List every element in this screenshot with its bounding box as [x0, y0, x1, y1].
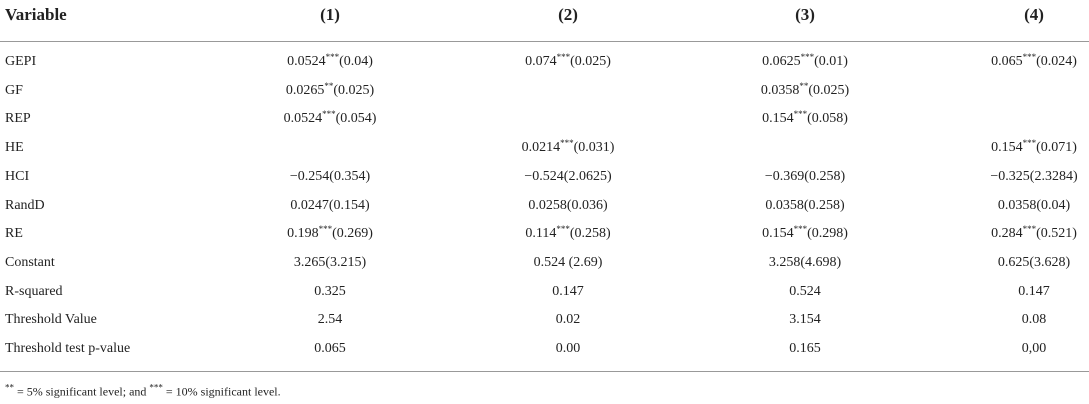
row-label: GEPI — [5, 54, 37, 69]
table-cell: 0,00 — [1021, 341, 1047, 356]
header-cell: (4) — [1024, 5, 1044, 24]
table-cell: 0.154***(0.071) — [991, 138, 1077, 156]
table-cell: 0.0524***(0.04) — [287, 52, 373, 70]
row-label: RandD — [5, 197, 45, 213]
table-cell: 0.147 — [552, 283, 584, 299]
table-cell: 0.0247(0.154) — [290, 197, 370, 213]
table-cell: 0.198***(0.269) — [287, 224, 373, 242]
header-rule — [0, 41, 1089, 42]
row-label: GF — [5, 82, 23, 98]
table-cell: 0.0214***(0.031) — [521, 138, 615, 156]
table-cell: 0.114***(0.258) — [525, 224, 611, 242]
table-cell: 0.065 — [314, 341, 346, 356]
table-cell: 0.0265**(0.025) — [285, 80, 375, 98]
table-cell: 0.524 (2.69) — [533, 254, 603, 270]
table-cell: 0.0524***(0.054) — [283, 109, 377, 127]
table-cell: 0.0625***(0.01) — [762, 52, 848, 70]
bottom-rule — [0, 371, 1089, 372]
row-label: Threshold Value — [5, 312, 97, 328]
header-cell: (3) — [795, 5, 815, 24]
header-cell: (1) — [320, 5, 340, 24]
table-cell: 0.0358**(0.025) — [760, 80, 850, 98]
table-cell: −0.325(2.3284) — [990, 168, 1078, 184]
table-cell: 0.147 — [1018, 283, 1050, 299]
table-cell: 2.54 — [317, 312, 343, 328]
table-cell: 0.524 — [789, 283, 821, 299]
table-cell: 3.258(4.698) — [768, 254, 842, 270]
table-cell: 0.165 — [789, 341, 821, 356]
table-cell: −0.524(2.0625) — [524, 168, 612, 184]
row-label: R-squared — [5, 283, 63, 299]
table-cell: 3.265(3.215) — [293, 254, 367, 270]
table-cell: 0.074***(0.025) — [525, 52, 611, 70]
table-cell: 0.625(3.628) — [997, 254, 1071, 270]
table-cell: 0.154***(0.058) — [762, 109, 848, 127]
table-cell: 0.154***(0.298) — [762, 224, 848, 242]
table-cell: 0.0358(0.04) — [997, 197, 1071, 213]
table-cell: 0.0258(0.036) — [528, 197, 608, 213]
table-cell: 0.0358(0.258) — [765, 197, 845, 213]
table-cell: 0.00 — [555, 341, 581, 356]
table-cell: −0.254(0.354) — [289, 168, 371, 184]
row-label: RE — [5, 226, 23, 242]
header-cell: (2) — [558, 5, 578, 24]
table-cell: 3.154 — [789, 312, 821, 328]
table-cell: 0.08 — [1021, 312, 1047, 328]
table-cell: −0.369(0.258) — [764, 168, 846, 184]
table-cell: 0.02 — [555, 312, 581, 328]
row-label: Threshold test p-value — [5, 341, 131, 356]
table-cell: 0.284***(0.521) — [991, 224, 1077, 242]
footnote: ** = 5% significant level; and *** = 10%… — [5, 382, 281, 399]
table-cell: 0.325 — [314, 283, 346, 299]
header-cell: Variable — [5, 5, 67, 24]
row-label: Constant — [5, 254, 55, 270]
table-cell: 0.065***(0.024) — [991, 52, 1077, 70]
row-label: HCI — [5, 168, 30, 184]
row-label: HE — [5, 140, 24, 156]
row-label: REP — [5, 111, 31, 127]
